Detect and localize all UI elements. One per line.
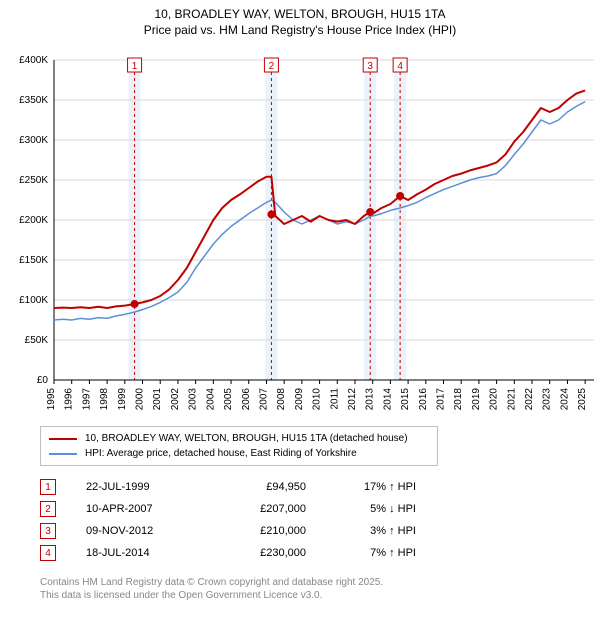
sales-table: 1 22-JUL-1999£94,95017% ↑ HPI 2 10-APR-2007… bbox=[40, 476, 600, 564]
svg-text:1999: 1999 bbox=[117, 388, 128, 411]
svg-text:2013: 2013 bbox=[365, 388, 376, 411]
svg-text:£0: £0 bbox=[37, 375, 49, 386]
svg-text:1996: 1996 bbox=[64, 388, 75, 411]
svg-text:1: 1 bbox=[132, 61, 138, 72]
svg-text:2004: 2004 bbox=[205, 388, 216, 411]
chart-title: 10, BROADLEY WAY, WELTON, BROUGH, HU15 1… bbox=[0, 0, 600, 40]
sale-row: 3 09-NOV-2012£210,0003% ↑ HPI bbox=[40, 520, 600, 542]
svg-text:2002: 2002 bbox=[170, 388, 181, 411]
svg-text:£200K: £200K bbox=[19, 215, 48, 226]
sale-date: 10-APR-2007 bbox=[86, 503, 206, 515]
chart-area: £0 £50K £100K £150K £200K £250K £300K £350K £400… bbox=[0, 40, 600, 420]
sale-price: £94,950 bbox=[206, 481, 306, 493]
svg-text:2024: 2024 bbox=[559, 388, 570, 411]
svg-text:£250K: £250K bbox=[19, 175, 48, 186]
sale-row: 2 10-APR-2007£207,0005% ↓ HPI bbox=[40, 498, 600, 520]
svg-text:1998: 1998 bbox=[99, 388, 110, 411]
svg-text:2001: 2001 bbox=[152, 388, 163, 411]
sale-date: 22-JUL-1999 bbox=[86, 481, 206, 493]
line-chart-svg: £0 £50K £100K £150K £200K £250K £300K £350K £400… bbox=[0, 40, 600, 420]
sale-date: 18-JUL-2014 bbox=[86, 547, 206, 559]
svg-text:£350K: £350K bbox=[19, 95, 48, 106]
sale-marker-2: 2 bbox=[40, 501, 56, 517]
svg-text:£50K: £50K bbox=[25, 335, 49, 346]
svg-text:2: 2 bbox=[269, 61, 275, 72]
sale-row: 4 18-JUL-2014£230,0007% ↑ HPI bbox=[40, 542, 600, 564]
svg-text:£400K: £400K bbox=[19, 55, 48, 66]
legend-text-2: HPI: Average price, detached house, East… bbox=[85, 446, 357, 461]
sale-pct: 17% ↑ HPI bbox=[306, 481, 416, 493]
svg-text:3: 3 bbox=[367, 61, 373, 72]
svg-text:£100K: £100K bbox=[19, 295, 48, 306]
footer-line-2: This data is licensed under the Open Gov… bbox=[40, 589, 600, 602]
sale-marker-3: 3 bbox=[40, 523, 56, 539]
svg-text:£300K: £300K bbox=[19, 135, 48, 146]
sale-marker-4: 4 bbox=[40, 545, 56, 561]
svg-text:1995: 1995 bbox=[46, 388, 57, 411]
svg-text:2023: 2023 bbox=[542, 388, 553, 411]
sale-pct: 3% ↑ HPI bbox=[306, 525, 416, 537]
legend-swatch-hpi bbox=[49, 453, 77, 455]
svg-text:2014: 2014 bbox=[382, 388, 393, 411]
svg-text:2000: 2000 bbox=[135, 388, 146, 411]
svg-text:2018: 2018 bbox=[453, 388, 464, 411]
footer-attribution: Contains HM Land Registry data © Crown c… bbox=[40, 576, 600, 602]
legend-text-1: 10, BROADLEY WAY, WELTON, BROUGH, HU15 1… bbox=[85, 431, 408, 446]
title-line-1: 10, BROADLEY WAY, WELTON, BROUGH, HU15 1… bbox=[0, 6, 600, 22]
svg-text:2006: 2006 bbox=[241, 388, 252, 411]
sale-price: £207,000 bbox=[206, 503, 306, 515]
svg-text:2019: 2019 bbox=[471, 388, 482, 411]
svg-text:2008: 2008 bbox=[276, 388, 287, 411]
svg-text:2020: 2020 bbox=[489, 388, 500, 411]
page-root: 10, BROADLEY WAY, WELTON, BROUGH, HU15 1… bbox=[0, 0, 600, 602]
legend-row-2: HPI: Average price, detached house, East… bbox=[49, 446, 429, 461]
sale-marker-1: 1 bbox=[40, 479, 56, 495]
svg-text:2012: 2012 bbox=[347, 388, 358, 411]
title-line-2: Price paid vs. HM Land Registry's House … bbox=[0, 22, 600, 38]
svg-text:2017: 2017 bbox=[436, 388, 447, 411]
legend-row-1: 10, BROADLEY WAY, WELTON, BROUGH, HU15 1… bbox=[49, 431, 429, 446]
svg-text:2021: 2021 bbox=[506, 388, 517, 411]
footer-line-1: Contains HM Land Registry data © Crown c… bbox=[40, 576, 600, 589]
svg-text:2009: 2009 bbox=[294, 388, 305, 411]
sale-pct: 7% ↑ HPI bbox=[306, 547, 416, 559]
sale-pct: 5% ↓ HPI bbox=[306, 503, 416, 515]
legend-box: 10, BROADLEY WAY, WELTON, BROUGH, HU15 1… bbox=[40, 426, 438, 466]
sale-row: 1 22-JUL-1999£94,95017% ↑ HPI bbox=[40, 476, 600, 498]
svg-text:2016: 2016 bbox=[418, 388, 429, 411]
sale-date: 09-NOV-2012 bbox=[86, 525, 206, 537]
svg-text:2003: 2003 bbox=[188, 388, 199, 411]
legend-swatch-price bbox=[49, 438, 77, 440]
sale-price: £230,000 bbox=[206, 547, 306, 559]
svg-text:2015: 2015 bbox=[400, 388, 411, 411]
svg-text:2025: 2025 bbox=[577, 388, 588, 411]
svg-text:£150K: £150K bbox=[19, 255, 48, 266]
svg-text:2011: 2011 bbox=[329, 388, 340, 410]
sale-price: £210,000 bbox=[206, 525, 306, 537]
svg-text:1997: 1997 bbox=[81, 388, 92, 411]
svg-text:2007: 2007 bbox=[258, 388, 269, 411]
svg-text:4: 4 bbox=[397, 61, 403, 72]
svg-text:2022: 2022 bbox=[524, 388, 535, 411]
svg-text:2005: 2005 bbox=[223, 388, 234, 411]
svg-text:2010: 2010 bbox=[312, 388, 323, 411]
